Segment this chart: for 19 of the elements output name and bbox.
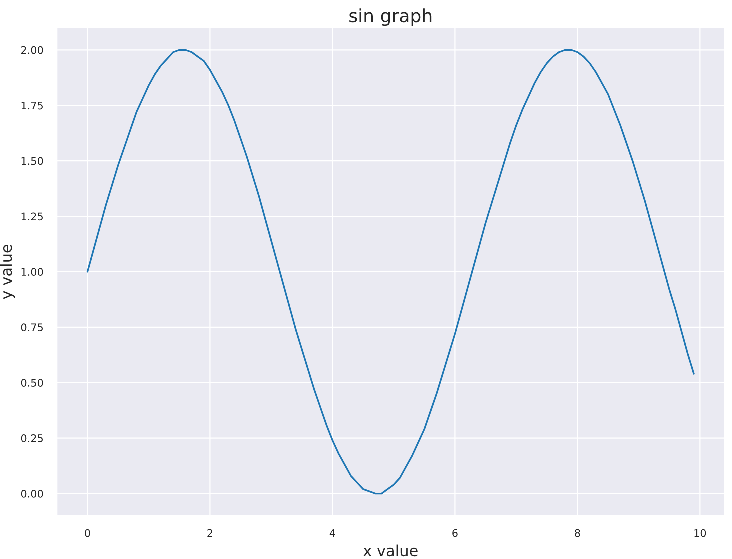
x-axis-title: x value xyxy=(364,544,418,557)
y-tick-label: 1.25 xyxy=(22,212,43,221)
y-tick-label: 1.75 xyxy=(22,102,43,110)
x-tick-label: 4 xyxy=(330,529,336,538)
line-series xyxy=(86,49,695,495)
y-tick-label: 0.00 xyxy=(21,490,44,498)
x-tick-label: 0 xyxy=(85,529,90,538)
x-tick-label: 2 xyxy=(208,529,212,538)
y-tick-label: 2.00 xyxy=(21,46,44,54)
y-tick-label: 1.00 xyxy=(22,268,44,276)
y-tick-label: 0.50 xyxy=(21,379,44,387)
y-tick-label: 1.50 xyxy=(22,157,44,166)
y-tick-label: 0.75 xyxy=(21,324,43,332)
y-axis-title: y value xyxy=(0,244,16,300)
x-tick-label: 6 xyxy=(452,529,458,538)
x-tick-label: 10 xyxy=(694,529,706,538)
x-tick-label: 8 xyxy=(575,529,580,538)
chart-title: sin graph xyxy=(350,8,432,26)
y-tick-label: 0.25 xyxy=(21,434,43,442)
